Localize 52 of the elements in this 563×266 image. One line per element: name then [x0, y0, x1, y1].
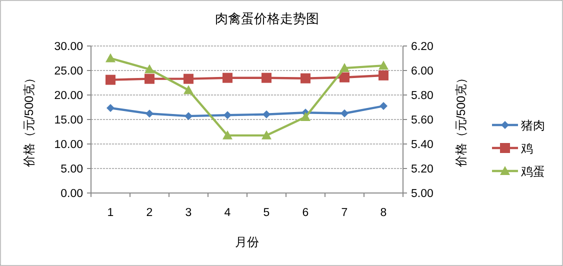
- point: [222, 72, 232, 83]
- x-axis-title: 月份: [235, 235, 259, 249]
- x-tick-label: 4: [224, 207, 232, 219]
- point: [144, 74, 154, 84]
- x-tick-label: 1: [107, 207, 114, 219]
- point: [184, 74, 194, 84]
- point: [340, 109, 348, 118]
- y-tick-label: 15.00: [54, 114, 83, 126]
- point: [300, 73, 310, 84]
- y-tick-label: 0.00: [60, 188, 83, 200]
- y2-tick-label: 6.20: [411, 41, 434, 53]
- y2-tick-label: 5.80: [411, 90, 434, 102]
- point: [222, 130, 232, 140]
- y2-tick-label: 5.00: [411, 188, 434, 200]
- y-tick-label: 10.00: [54, 139, 83, 151]
- point: [144, 64, 154, 74]
- x-tick-label: 7: [341, 207, 348, 219]
- point: [340, 63, 350, 72]
- x-tick-label: 2: [146, 207, 153, 219]
- legend-label: 猪肉: [521, 118, 545, 132]
- point: [262, 72, 272, 83]
- point: [184, 85, 194, 94]
- point: [106, 53, 116, 62]
- chart-title: 肉禽蛋价格走势图: [215, 11, 319, 26]
- y-axis-title: 价格（元/500克）: [22, 72, 36, 168]
- y-tick-label: 30.00: [54, 41, 83, 53]
- point: [224, 111, 232, 120]
- point: [262, 130, 272, 140]
- point: [300, 112, 310, 122]
- point: [146, 110, 154, 118]
- point: [262, 110, 270, 118]
- x-tick-label: 8: [380, 207, 387, 219]
- point: [106, 104, 114, 112]
- y-tick-label: 20.00: [54, 90, 83, 102]
- point: [378, 70, 388, 80]
- point: [380, 102, 388, 110]
- point: [378, 60, 388, 70]
- x-tick-label: 6: [302, 207, 309, 219]
- y2-tick-label: 5.60: [411, 114, 434, 126]
- y2-tick-label: 5.20: [411, 164, 434, 176]
- point: [340, 72, 350, 82]
- y-tick-label: 25.00: [54, 66, 83, 78]
- point: [106, 74, 116, 85]
- y2-tick-label: 5.40: [411, 139, 434, 151]
- legend-label: 鸡: [520, 142, 533, 156]
- y2-tick-label: 6.00: [411, 66, 434, 78]
- legend-label: 鸡蛋: [520, 164, 545, 178]
- x-tick-label: 3: [185, 207, 192, 219]
- y2-axis-title: 价格（元/500克）: [454, 72, 468, 168]
- point: [184, 112, 192, 120]
- x-tick-label: 5: [263, 207, 270, 219]
- y-tick-label: 5.00: [60, 164, 83, 176]
